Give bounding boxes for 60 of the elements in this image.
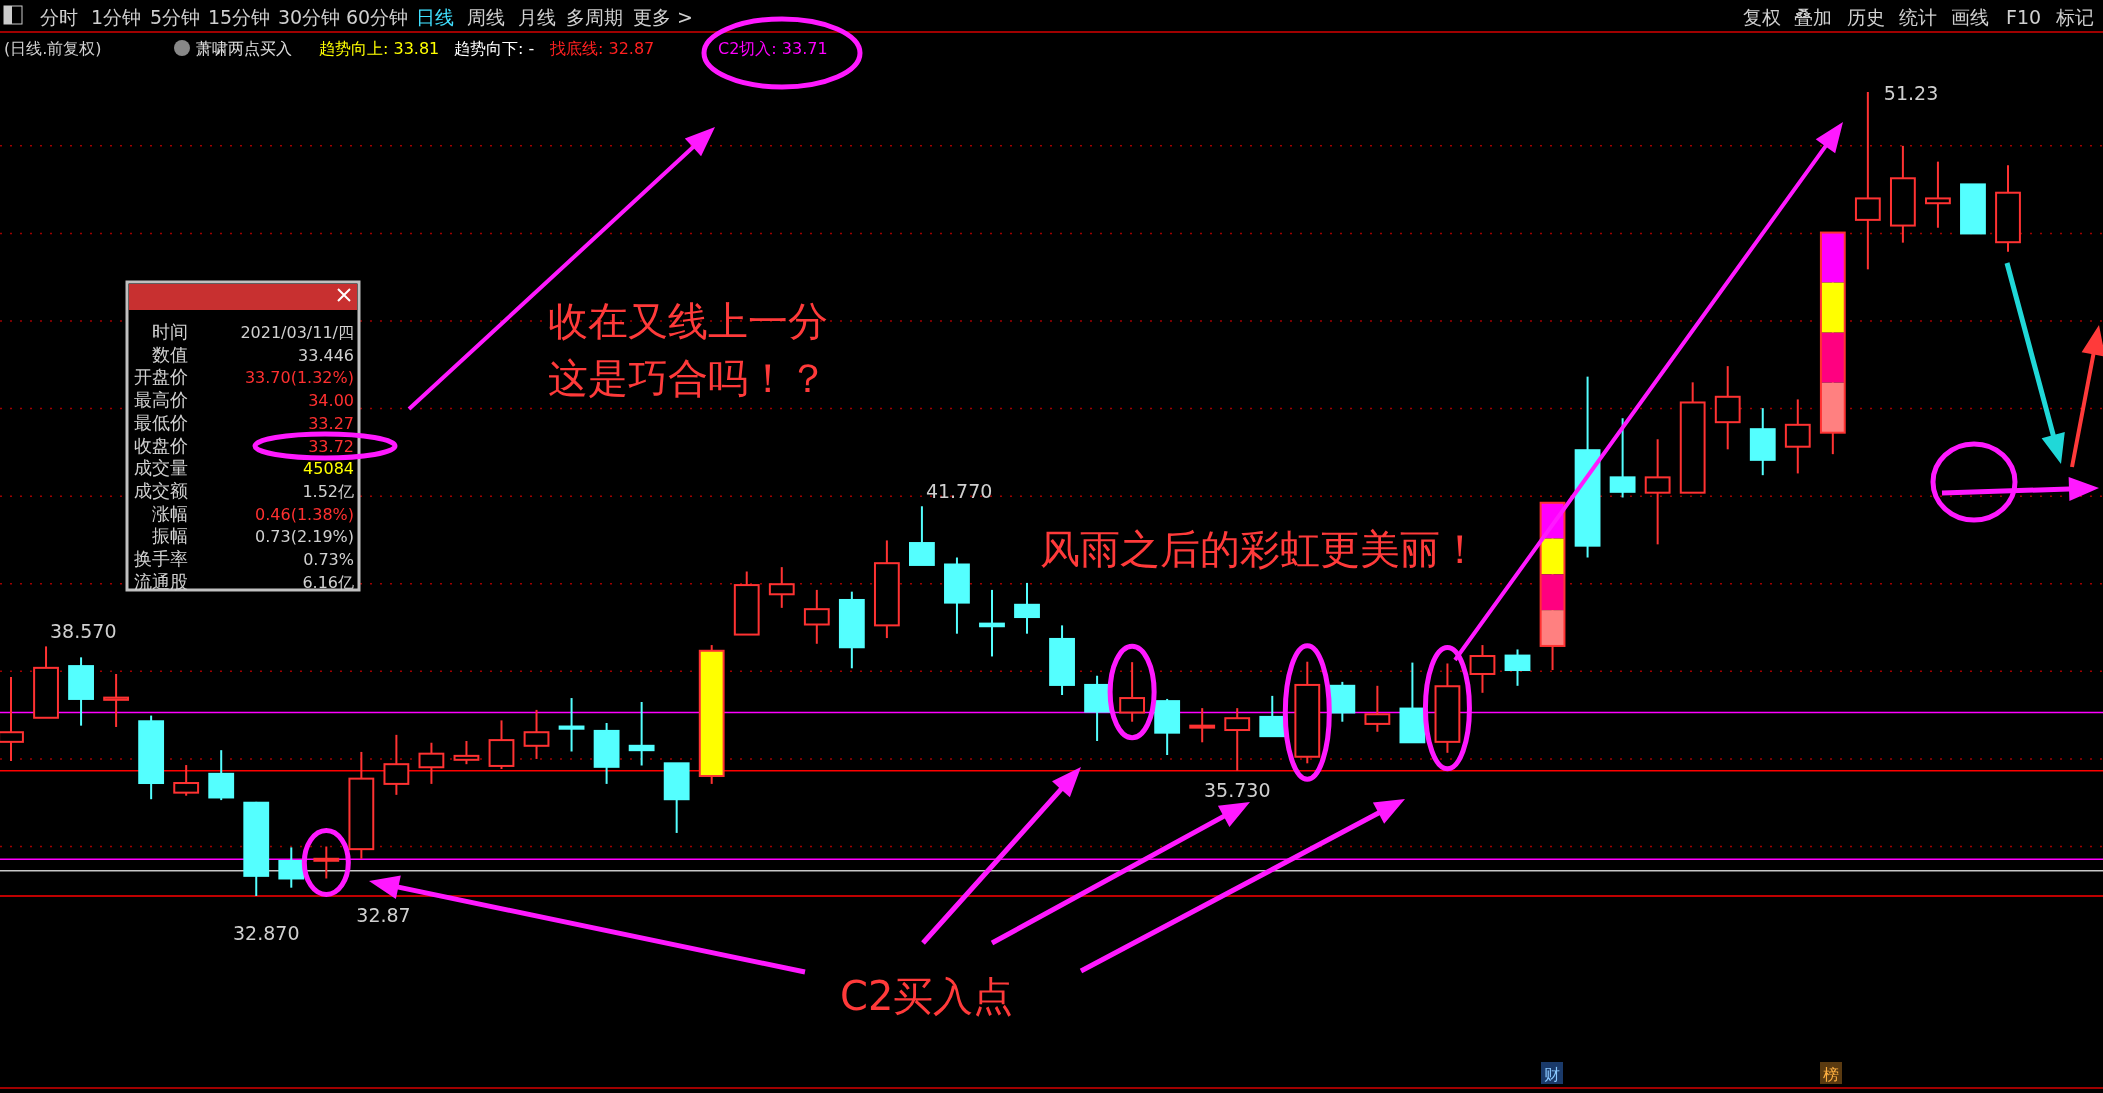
annotation: 0.46(1.38%)	[255, 504, 354, 524]
text: 多周期	[566, 6, 623, 28]
annotation: 2021/03/11/四	[240, 323, 354, 342]
annotation: 成交额	[134, 479, 188, 501]
text: C2买入点	[840, 973, 1014, 1019]
text: 叠加	[1794, 6, 1832, 28]
annotation: 0.73%	[303, 550, 354, 569]
text: 1分钟	[91, 6, 142, 28]
text: 日线	[416, 6, 454, 28]
text: 复权	[1743, 6, 1781, 28]
price-label: 51.23	[1883, 82, 1939, 104]
annotation: 流通股	[134, 570, 188, 592]
text: 历史	[1847, 6, 1885, 28]
text: F10	[2006, 6, 2042, 28]
price-label: 35.730	[1204, 778, 1271, 801]
annotation: 风雨之后的彩虹更美丽！	[1040, 526, 1480, 572]
text: 周线	[467, 6, 505, 28]
annotation: 1.52亿	[302, 481, 354, 501]
text: 财	[1544, 1065, 1560, 1084]
annotation: 33.446	[298, 345, 354, 365]
text: 画线	[1951, 6, 1989, 28]
annotation: 33.70(1.32%)	[244, 368, 354, 388]
annotation: 0.73(2.19%)	[255, 527, 354, 547]
annotation: 收在又线上一分	[548, 298, 828, 344]
price-label: 38.570	[50, 620, 117, 643]
text: 更多 >	[633, 6, 693, 28]
annotation: 开盘价	[134, 366, 188, 388]
text: 找底线: 32.87	[549, 39, 655, 58]
annotation: 收盘价	[134, 434, 188, 456]
annotation: 这是巧合吗！？	[548, 355, 828, 401]
annotation: 33.72	[308, 436, 354, 456]
text: 统计	[1899, 6, 1937, 28]
text: 60分钟	[346, 6, 409, 28]
text: 分时	[40, 6, 78, 28]
text: C2切入: 33.71	[718, 39, 828, 58]
annotation: 33.27	[308, 413, 354, 433]
text: 趋势向上: 33.81	[319, 39, 440, 58]
annotation: 成交量	[134, 457, 188, 479]
text: 15分钟	[208, 6, 271, 28]
text: (日线.前复权)	[4, 39, 102, 58]
annotation: 最低价	[134, 411, 188, 433]
annotation: 45084	[303, 459, 354, 479]
text: 榜	[1823, 1065, 1839, 1084]
annotation: 34.00	[308, 391, 354, 411]
annotation: 换手率	[134, 548, 188, 569]
price-label: 41.770	[925, 480, 993, 503]
price-label: 32.87	[356, 904, 411, 927]
annotation: 涨幅	[152, 502, 188, 524]
text: 趋势向下: -	[454, 39, 535, 58]
annotation: 6.16亿	[302, 572, 354, 592]
annotation: 数值	[152, 343, 188, 365]
annotation: 最高价	[134, 389, 188, 411]
annotation: 振幅	[152, 525, 188, 547]
text: 萧啸两点买入	[196, 39, 292, 58]
annotation: 时间	[152, 321, 188, 342]
text: 30分钟	[278, 6, 341, 28]
text: 5分钟	[150, 6, 201, 28]
text: 月线	[518, 6, 556, 28]
text: 标记	[2055, 6, 2094, 28]
price-label: 32.870	[233, 922, 300, 944]
